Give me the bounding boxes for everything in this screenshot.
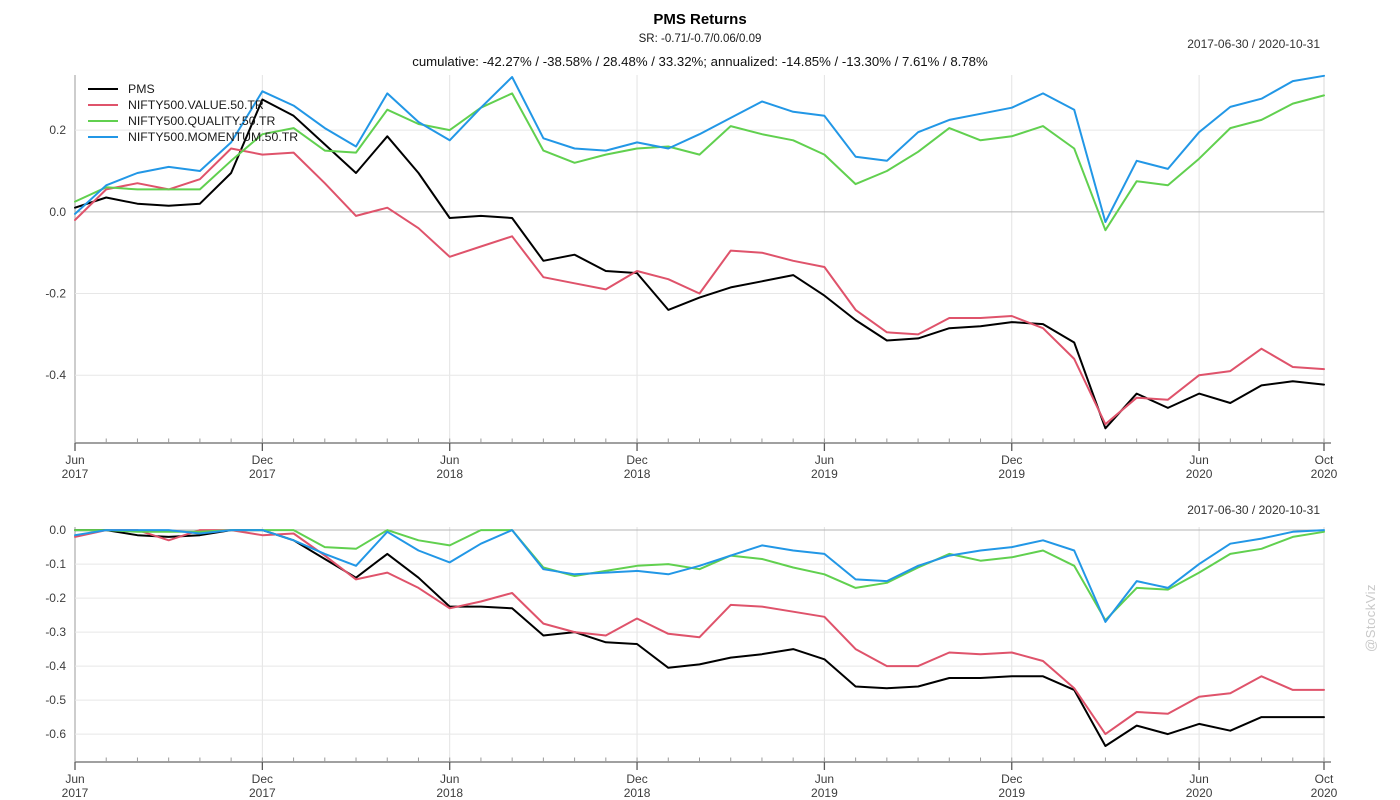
sharpe-ratio-subtitle: SR: -0.71/-0.7/0.06/0.09: [638, 33, 762, 45]
drawdowns-x-tick-month: Jun: [440, 772, 459, 786]
cumulative-returns-x-tick-year: 2018: [624, 467, 651, 481]
drawdowns-x-tick-year: 2020: [1311, 786, 1338, 800]
drawdowns-x-tick-month: Dec: [1001, 772, 1022, 786]
legend-line-swatch: [88, 136, 118, 138]
cumulative-returns-y-tick-label: 0.0: [49, 205, 66, 219]
drawdowns-x-tick-month: Jun: [1189, 772, 1208, 786]
cumulative-returns-series-PMS: [74, 98, 1325, 430]
legend-label: NIFTY500.MOMENTUM.50.TR: [128, 130, 299, 144]
cumulative-returns-y-tick-label: 0.2: [49, 123, 66, 137]
legend-label: PMS: [128, 82, 155, 96]
drawdowns-y-tick-label: -0.6: [45, 727, 66, 741]
page-title: PMS Returns: [653, 11, 747, 28]
stockviz-watermark: @StockViz: [1363, 583, 1378, 652]
legend-item-NIFTY500.MOMENTUM.50.TR: NIFTY500.MOMENTUM.50.TR: [88, 129, 298, 145]
legend-item-PMS: PMS: [88, 81, 298, 97]
legend-label: NIFTY500.VALUE.50.TR: [128, 98, 264, 112]
drawdowns-series-NIFTY500.VALUE.50.TR: [74, 529, 1325, 736]
cumulative-returns-y-tick-label: -0.2: [45, 287, 66, 301]
drawdowns-x-tick-year: 2019: [998, 786, 1025, 800]
drawdowns-x-tick-year: 2018: [436, 786, 463, 800]
cumulative-returns-x-tick-year: 2018: [436, 467, 463, 481]
drawdowns-x-tick-month: Oct: [1315, 772, 1334, 786]
drawdowns-y-tick-label: -0.4: [45, 659, 66, 673]
cumulative-returns-y-tick-label: -0.4: [45, 368, 66, 382]
cumulative-returns-x-tick-year: 2020: [1186, 467, 1213, 481]
drawdowns-y-tick-label: -0.3: [45, 625, 66, 639]
drawdowns-x-tick-month: Dec: [626, 772, 647, 786]
cumulative-returns-x-tick-month: Dec: [252, 453, 273, 467]
cumulative-returns-x-tick-year: 2017: [249, 467, 276, 481]
drawdowns-x-tick-year: 2018: [624, 786, 651, 800]
cumulative-returns-x-tick-year: 2019: [998, 467, 1025, 481]
cumulative-returns-x-tick-year: 2020: [1311, 467, 1338, 481]
drawdowns-y-tick-label: -0.5: [45, 693, 66, 707]
legend-label: NIFTY500.QUALITY.50.TR: [128, 114, 276, 128]
drawdowns-x-tick-month: Jun: [65, 772, 84, 786]
legend-item-NIFTY500.QUALITY.50.TR: NIFTY500.QUALITY.50.TR: [88, 113, 298, 129]
cumulative-returns-x-tick-month: Dec: [626, 453, 647, 467]
legend-line-swatch: [88, 120, 118, 122]
cumulative-returns-x-tick-month: Jun: [440, 453, 459, 467]
cumulative-returns-x-tick-year: 2019: [811, 467, 838, 481]
legend-line-swatch: [88, 88, 118, 90]
cumulative-returns-series-NIFTY500.QUALITY.50.TR: [74, 92, 1325, 232]
drawdowns-series-NIFTY500.MOMENTUM.50.TR: [74, 529, 1325, 623]
cumulative-returns-x-tick-month: Oct: [1315, 453, 1334, 467]
cumulative-returns-x-tick-month: Jun: [1189, 453, 1208, 467]
cumulative-returns-x-tick-month: Jun: [65, 453, 84, 467]
drawdowns-x-tick-month: Dec: [252, 772, 273, 786]
drawdowns-y-tick-label: -0.1: [45, 557, 66, 571]
cumulative-returns-x-tick-month: Jun: [815, 453, 834, 467]
cumulative-returns-series-NIFTY500.MOMENTUM.50.TR: [74, 74, 1325, 223]
cumulative-annualized-stats: cumulative: -42.27% / -38.58% / 28.48% /…: [412, 54, 988, 69]
cumulative-returns-x-tick-year: 2017: [62, 467, 89, 481]
drawdowns-x-tick-year: 2017: [62, 786, 89, 800]
legend-item-NIFTY500.VALUE.50.TR: NIFTY500.VALUE.50.TR: [88, 97, 298, 113]
top-chart-date-range: 2017-06-30 / 2020-10-31: [1187, 37, 1320, 51]
drawdowns-y-tick-label: 0.0: [49, 523, 66, 537]
legend: PMS NIFTY500.VALUE.50.TR NIFTY500.QUALITY.…: [88, 81, 298, 145]
drawdowns-x-tick-year: 2020: [1186, 786, 1213, 800]
legend-line-swatch: [88, 104, 118, 106]
bottom-chart-date-range: 2017-06-30 / 2020-10-31: [1187, 503, 1320, 517]
drawdowns-x-tick-year: 2017: [249, 786, 276, 800]
drawdowns-x-tick-year: 2019: [811, 786, 838, 800]
cumulative-returns-x-tick-month: Dec: [1001, 453, 1022, 467]
cumulative-returns-series-NIFTY500.VALUE.50.TR: [74, 147, 1325, 426]
drawdowns-y-tick-label: -0.2: [45, 591, 66, 605]
drawdowns-x-tick-month: Jun: [815, 772, 834, 786]
